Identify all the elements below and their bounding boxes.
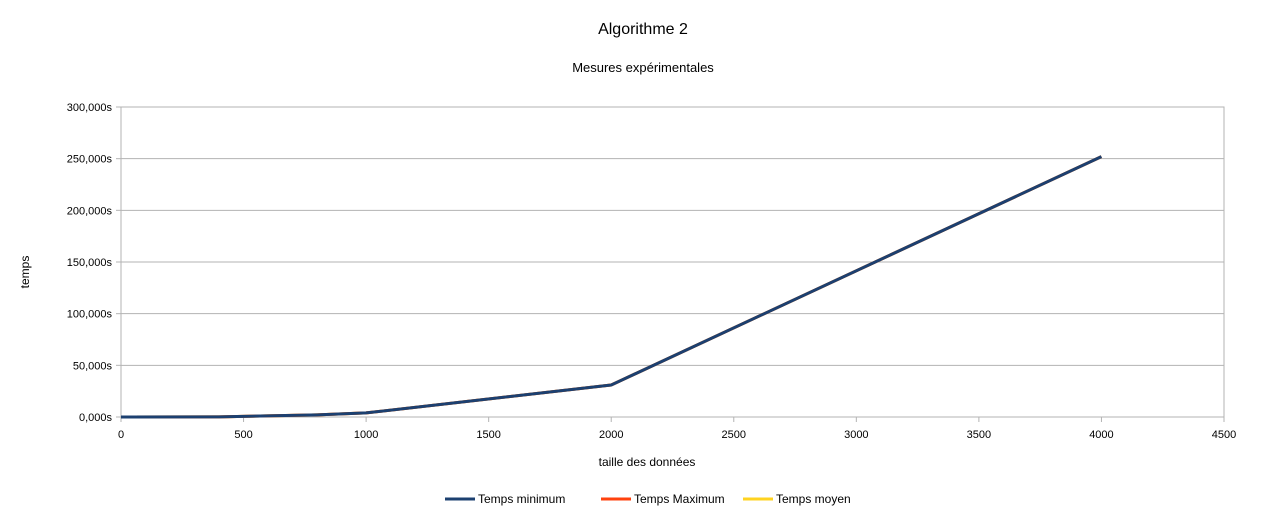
x-axis-label: taille des données [599,455,696,469]
series-lines [120,155,1103,419]
x-tick-label: 3500 [967,429,991,441]
x-tick-label: 0 [118,429,124,441]
x-tick-label: 3000 [844,429,868,441]
chart-subtitle: Mesures expérimentales [572,60,714,75]
x-tick-label: 4000 [1089,429,1113,441]
y-tick-label: 300,000s [67,102,113,114]
legend-label: Temps minimum [478,492,565,506]
y-tick-label: 0,000s [79,412,113,424]
chart-title: Algorithme 2 [598,21,688,38]
x-tick-label: 500 [234,429,252,441]
legend-label: Temps Maximum [634,492,725,506]
x-tick-label: 1500 [476,429,500,441]
y-axis-label: temps [18,256,32,289]
grid [121,106,1224,418]
y-tick-label: 100,000s [67,309,113,321]
x-tick-label: 4500 [1212,429,1236,441]
x-tick-label: 2000 [599,429,623,441]
legend-item: Temps moyen [743,492,851,506]
series-line-temps-minimum [120,155,1103,419]
y-tick-label: 50,000s [73,360,113,372]
legend-label: Temps moyen [776,492,851,506]
legend-item: Temps Maximum [601,492,725,506]
legend-item: Temps minimum [445,492,565,506]
legend: Temps minimum Temps Maximum Temps moyen [445,492,851,506]
y-tick-label: 250,000s [67,154,113,166]
y-tick-label: 200,000s [67,205,113,217]
y-tick-label: 150,000s [67,257,113,269]
y-axis-ticks: 0,000s 50,000s 100,000s 150,000s 200,000s 250… [67,102,121,424]
series-line-temps-moyen [120,155,1103,419]
series-line-temps-maximum [120,155,1103,419]
x-axis-ticks: 0 500 1000 1500 2000 2500 3000 3500 4000 4500 [118,417,1236,441]
x-tick-label: 1000 [354,429,378,441]
x-tick-label: 2500 [722,429,746,441]
